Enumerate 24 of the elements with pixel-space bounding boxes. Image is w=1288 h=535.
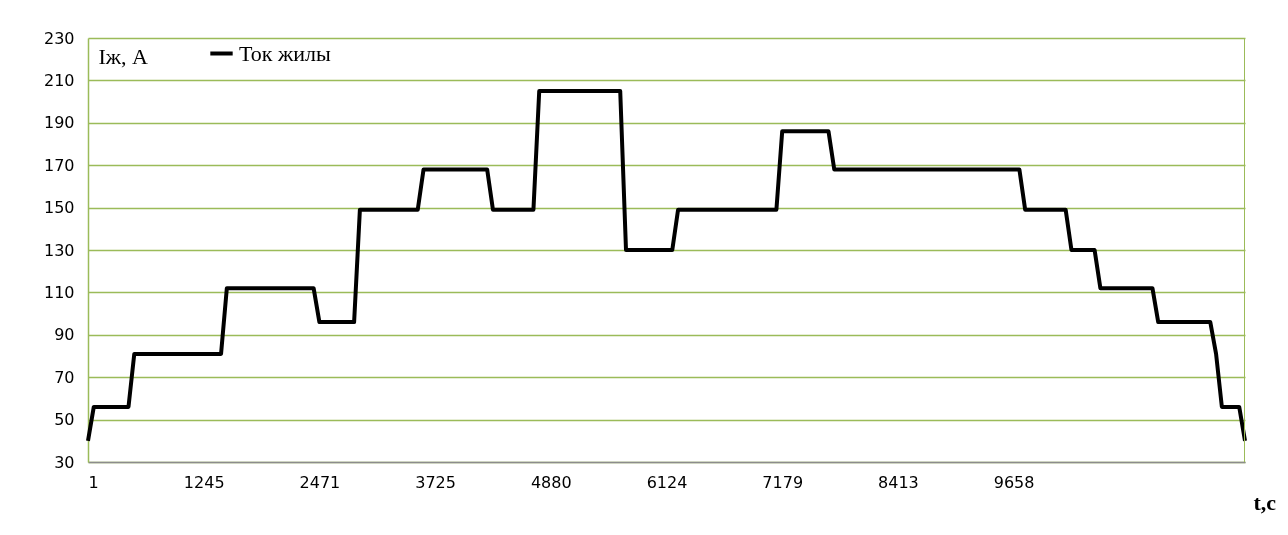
y-tick-label: 90 — [54, 325, 75, 345]
y-tick-label: 170 — [43, 155, 75, 175]
x-tick-label: 1 — [88, 472, 99, 492]
y-tick-label: 130 — [43, 240, 75, 260]
x-axis-title: t,c — [1253, 489, 1277, 515]
y-tick-label: 110 — [43, 282, 75, 302]
x-tick-label: 9658 — [993, 472, 1035, 492]
y-tick-label: 230 — [43, 28, 75, 48]
y-tick-label: 150 — [43, 198, 75, 218]
y-tick-label: 210 — [43, 70, 75, 90]
line-series — [86, 89, 1247, 443]
x-tick-label: 7179 — [762, 472, 804, 492]
x-tick-label: 4880 — [530, 472, 572, 492]
y-tick-label: 30 — [54, 452, 75, 472]
x-tick-label: 1245 — [183, 472, 225, 492]
x-tick-label: 8413 — [878, 472, 919, 492]
y-tick-label: 70 — [54, 367, 75, 387]
legend-label: Ток жилы — [239, 40, 331, 66]
y-tick-label: 50 — [54, 410, 75, 430]
x-tick-label: 6124 — [646, 472, 688, 492]
x-tick-label: 3725 — [415, 472, 456, 492]
y-axis-title: Iж, A — [98, 43, 149, 69]
x-tick-label: 2471 — [299, 472, 341, 492]
y-tick-label: 190 — [43, 113, 75, 133]
